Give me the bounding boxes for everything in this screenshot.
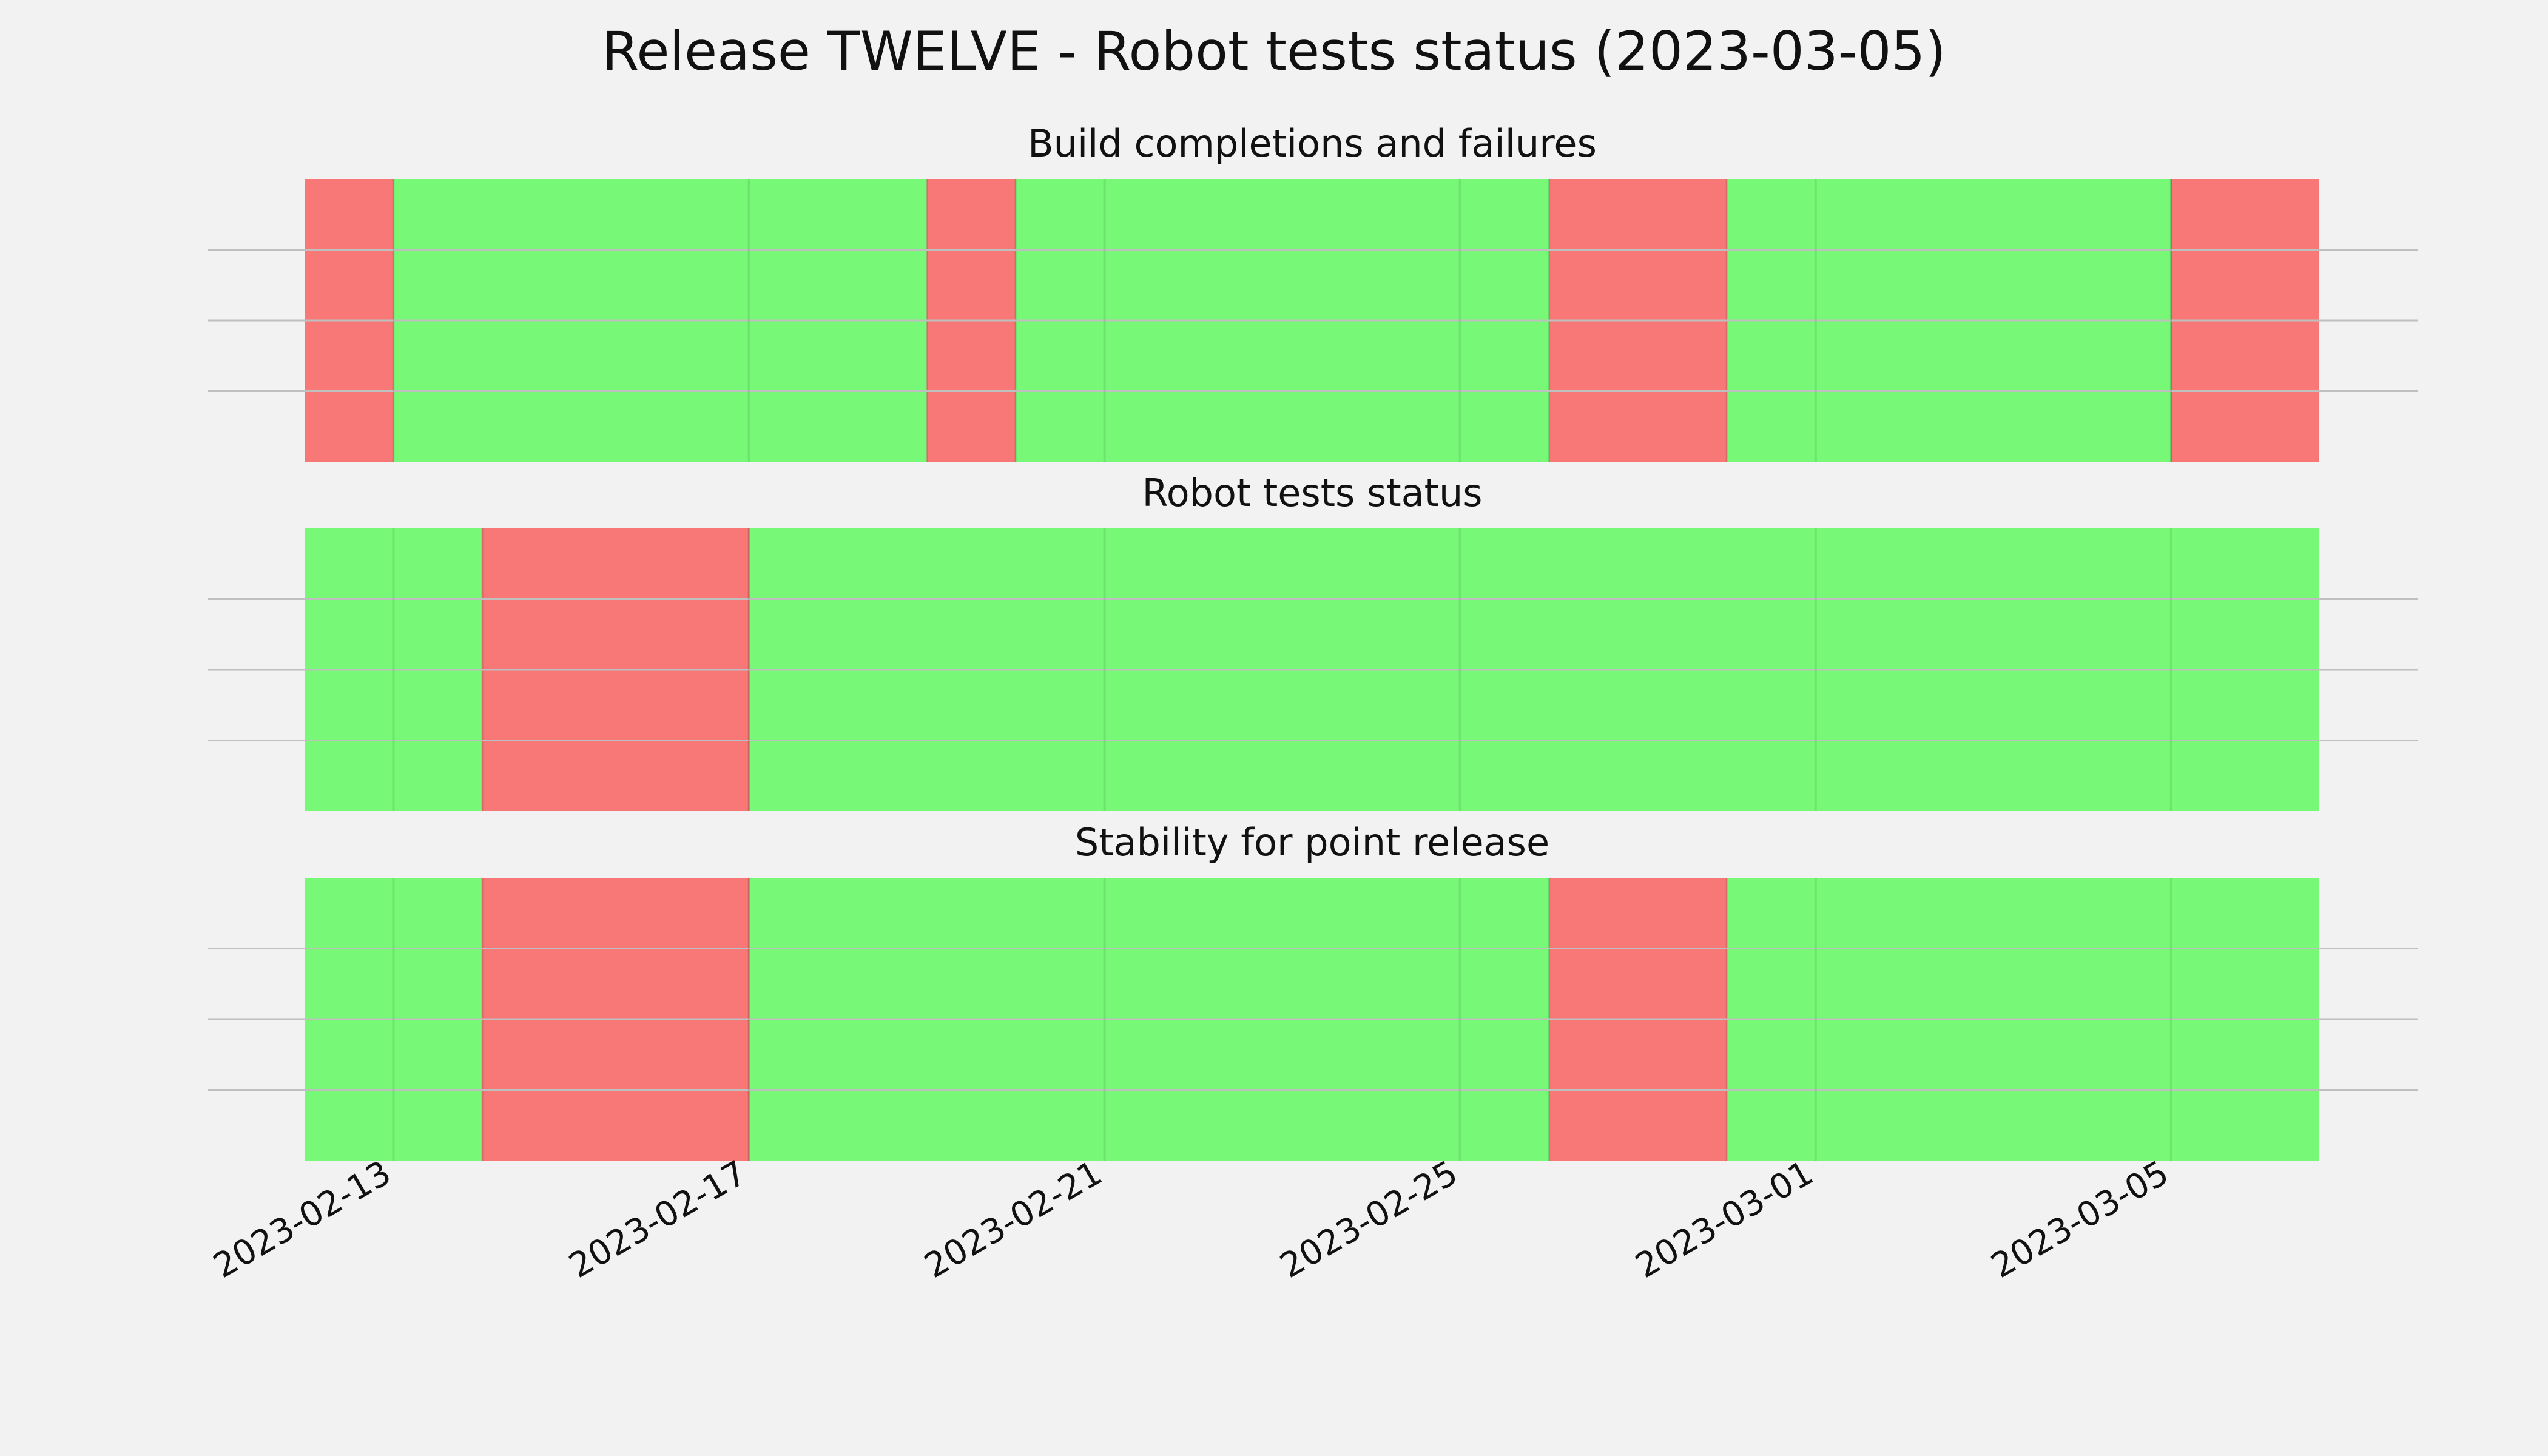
x-tick-label: 2023-02-25 xyxy=(1273,1153,1464,1286)
x-tick-label: 2023-02-21 xyxy=(918,1153,1108,1286)
x-tick-label: 2023-02-13 xyxy=(207,1153,397,1286)
panels: Build completions and failures Robot test… xyxy=(208,121,2418,1161)
panel-title: Build completions and failures xyxy=(1028,121,1597,166)
panel: Build completions and failures xyxy=(208,121,2418,462)
x-axis: 2023-02-13 2023-02-17 2023-02-21 2023-02-25… xyxy=(207,1153,2176,1286)
panel: Stability for point release xyxy=(208,820,2418,1161)
chart-title: Release TWELVE - Robot tests status (202… xyxy=(602,20,1946,83)
panel-title: Robot tests status xyxy=(1142,471,1482,515)
x-tick-label: 2023-02-17 xyxy=(562,1153,753,1286)
x-tick-label: 2023-03-05 xyxy=(1984,1153,2175,1286)
x-tick-label: 2023-03-01 xyxy=(1629,1153,1819,1286)
panel-title: Stability for point release xyxy=(1075,820,1549,864)
panel: Robot tests status xyxy=(208,471,2418,811)
